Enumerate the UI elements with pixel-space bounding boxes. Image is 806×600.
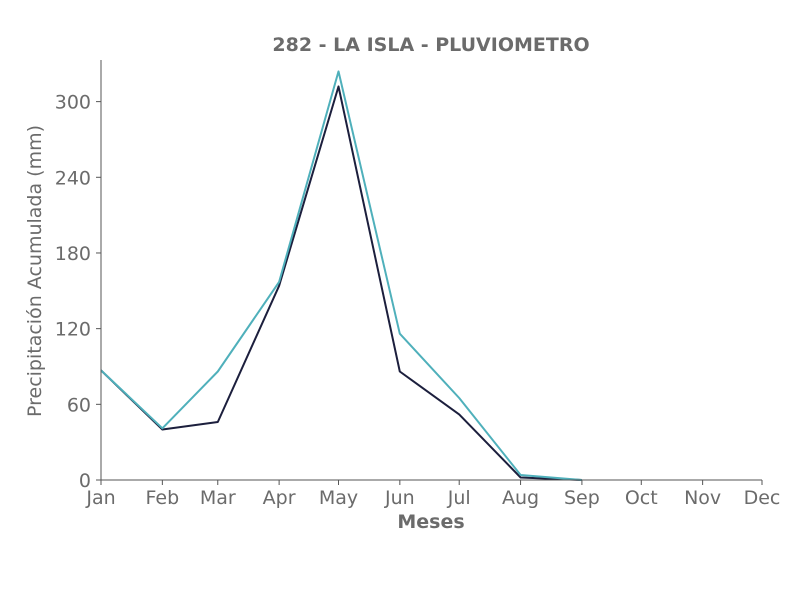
series-line-1: [100, 85, 582, 481]
x-tick-label: Jan: [85, 487, 115, 509]
x-tick-label: Mar: [200, 487, 236, 509]
x-tick-label: Sep: [564, 487, 600, 509]
y-axis: 0 60 120 180 240 300: [55, 60, 102, 492]
plot-area: [100, 70, 582, 481]
x-tick-label: Feb: [146, 487, 180, 509]
x-tick-label: Dec: [744, 487, 781, 509]
y-axis-label: Precipitación Acumulada (mm): [24, 125, 46, 417]
x-tick-label: Aug: [502, 487, 539, 509]
x-axis-label: Meses: [397, 511, 464, 533]
x-tick-label: Nov: [684, 487, 721, 509]
series-line-2: [100, 70, 582, 481]
y-tick-label: 0: [79, 470, 91, 492]
chart-title: 282 - LA ISLA - PLUVIOMETRO: [272, 34, 589, 56]
x-axis: Jan Feb Mar Apr May Jun Jul Aug Sep Oct Nov Dec: [85, 479, 781, 509]
x-tick-label: May: [319, 487, 358, 509]
x-tick-label: Jun: [384, 487, 415, 509]
y-tick-label: 60: [67, 394, 91, 416]
y-tick-label: 180: [55, 243, 91, 265]
x-tick-label: Jul: [447, 487, 471, 509]
x-tick-label: Oct: [625, 487, 658, 509]
y-tick-label: 240: [55, 167, 91, 189]
x-tick-label: Apr: [263, 487, 296, 509]
y-tick-label: 300: [55, 92, 91, 114]
y-tick-label: 120: [55, 319, 91, 341]
